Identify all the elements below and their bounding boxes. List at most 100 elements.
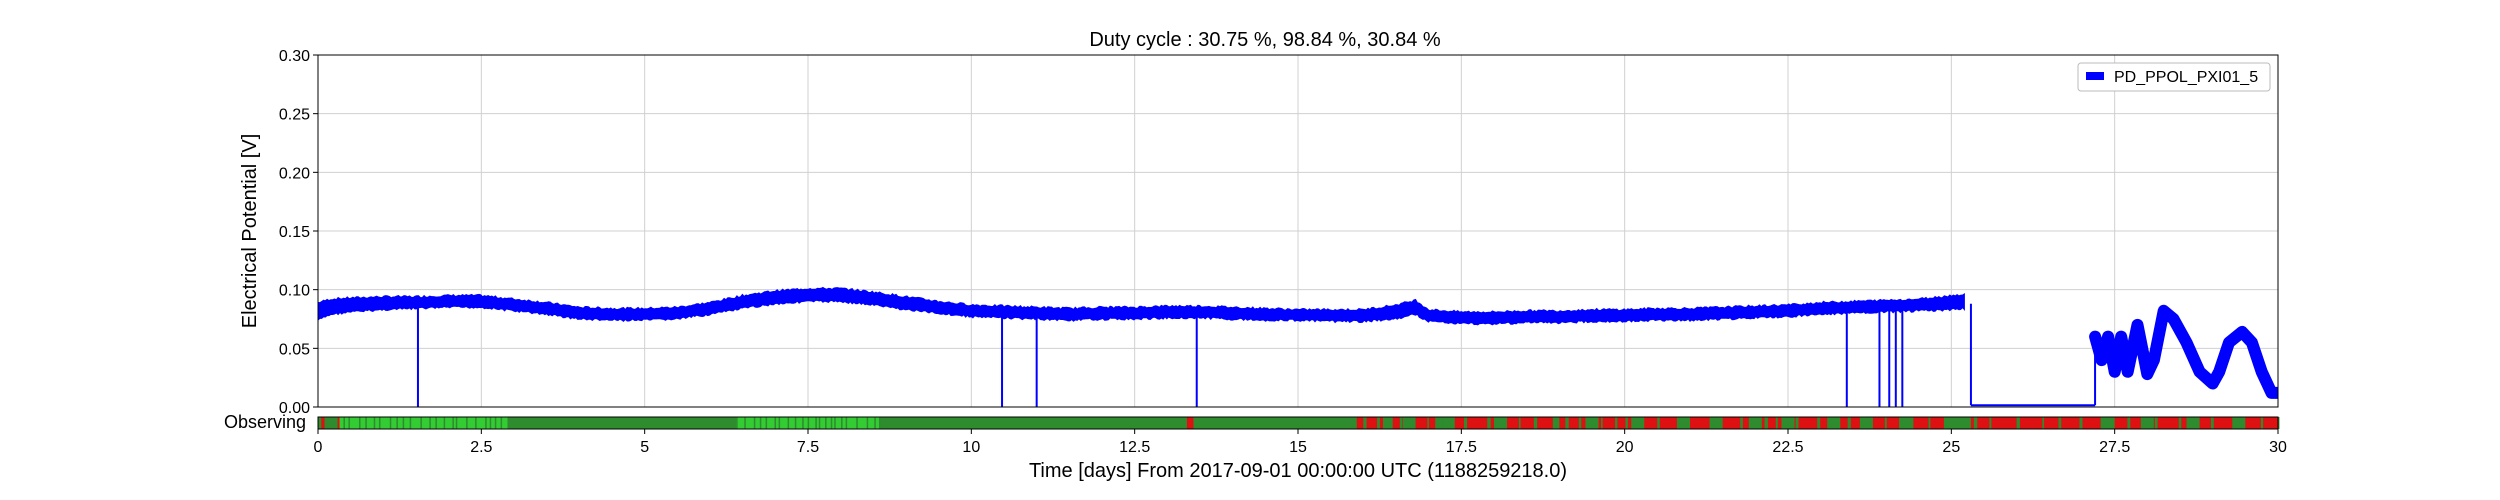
segment-fleck (1601, 417, 1603, 429)
segment-fleck (1928, 417, 1931, 429)
segment-fleck (1533, 417, 1538, 429)
segment-stripe (365, 417, 367, 429)
x-axis: 0 2.5 5 7.5 10 12.5 15 17.5 20 22.5 25 27.5 30 (314, 429, 2287, 456)
segment-stripe (753, 417, 756, 429)
segment-stripe (845, 417, 848, 429)
series-tail (2089, 304, 2278, 399)
segment-fleck (2260, 417, 2264, 429)
x-tick-label: 30 (2269, 439, 2287, 456)
segment-stripe (825, 417, 827, 429)
segment-fleck (1578, 417, 1582, 429)
segment-stripe (452, 417, 454, 429)
segment-fleck (1487, 417, 1491, 429)
segment-fleck (1795, 417, 1799, 429)
segment-stripe (830, 417, 833, 429)
segment-off (1415, 417, 1436, 429)
segment-fleck (1740, 417, 1743, 429)
segment-stripe (373, 417, 376, 429)
segment-stripe (815, 417, 817, 429)
segment-on-bright (337, 417, 508, 429)
segment-fleck (1377, 417, 1380, 429)
segment-stripe (343, 417, 345, 429)
segment-stripe (759, 417, 762, 429)
x-tick-label: 22.5 (1772, 439, 1803, 456)
segment-stripe (359, 417, 361, 429)
y-tick-label: 0.05 (279, 341, 310, 358)
y-tick-label: 0.25 (279, 107, 310, 124)
segment-stripe (402, 417, 405, 429)
segment-stripe (409, 417, 412, 429)
segment-fleck (2100, 417, 2103, 429)
x-tick-label: 10 (962, 439, 980, 456)
segment-fleck (1861, 417, 1863, 429)
segment-stripe (435, 417, 437, 429)
segment-off (321, 417, 325, 429)
segment-stripe (455, 417, 458, 429)
x-tick-label: 25 (1942, 439, 1960, 456)
segment-off (1644, 417, 1677, 429)
segment-fleck (1399, 417, 1403, 429)
segment-stripe (778, 417, 781, 429)
segment-off (1722, 417, 1749, 429)
segment-fleck (1657, 417, 1660, 429)
legend: PD_PPOL_PXI01_5 (2077, 62, 2271, 92)
legend-label: PD_PPOL_PXI01_5 (2114, 69, 2258, 86)
segment-off (1598, 417, 1632, 429)
segment-stripe (420, 417, 422, 429)
x-axis-label: Time [days] From 2017-09-01 00:00:00 UTC… (1029, 460, 1567, 482)
segment-stripe (874, 417, 876, 429)
segment-label: Observing (224, 412, 306, 432)
segment-stripe (489, 417, 492, 429)
legend-box (2077, 62, 2271, 92)
segment-fleck (2058, 417, 2062, 429)
segment-stripe (866, 417, 869, 429)
segment-fleck (2079, 417, 2083, 429)
x-tick-label: 20 (1616, 439, 1634, 456)
segment-off (1912, 417, 1945, 429)
segment-stripe (485, 417, 487, 429)
y-tick-label: 0.00 (279, 400, 310, 417)
segment-stripe (348, 417, 350, 429)
segment-off (1970, 417, 2102, 429)
y-tick-label: 0.20 (279, 165, 310, 182)
chart-title: Duty cycle : 30.75 %, 98.84 %, 30.84 % (1089, 29, 1441, 51)
segment-fleck (1711, 417, 1714, 429)
segment-fleck (1363, 417, 1367, 429)
segment-stripe (494, 417, 497, 429)
segment-fleck (1681, 417, 1685, 429)
segment-off (2153, 417, 2187, 429)
segment-off (2199, 417, 2233, 429)
segment-stripe (834, 417, 836, 429)
x-tick-label: 17.5 (1446, 439, 1477, 456)
x-tick-label: 15 (1289, 439, 1307, 456)
segment-off (1392, 417, 1403, 429)
x-tick-label: 0 (314, 439, 323, 456)
segment-stripe (378, 417, 381, 429)
x-tick-label: 7.5 (797, 439, 819, 456)
segment-stripe (802, 417, 804, 429)
segment-fleck (2241, 417, 2244, 429)
segment-off (1794, 417, 1828, 429)
y-axis: 0.00 0.05 0.10 0.15 0.20 0.25 0.30 (279, 48, 318, 417)
x-tick-label: 12.5 (1119, 439, 1150, 456)
segment-stripe (396, 417, 398, 429)
segment-off (1559, 417, 1586, 429)
y-axis-label: Electrical Potential [V] (239, 134, 261, 329)
x-tick-label: 5 (640, 439, 649, 456)
segment-stripe (787, 417, 790, 429)
observing-segment-bar (318, 417, 2280, 429)
segment-fleck (1464, 417, 1468, 429)
segment-fleck (1911, 417, 1914, 429)
segment-off (1186, 417, 1194, 429)
x-tick-label: 2.5 (470, 439, 492, 456)
segment-stripe (774, 417, 777, 429)
x-tick-label: 27.5 (2099, 439, 2130, 456)
segment-off (1356, 417, 1364, 429)
segment-stripe (744, 417, 746, 429)
segment-stripe (443, 417, 446, 429)
segment-fleck (1427, 417, 1429, 429)
segment-fleck (1943, 417, 1948, 429)
segment-stripe (475, 417, 477, 429)
legend-swatch (2086, 72, 2104, 80)
segment-fleck (1518, 417, 1521, 429)
